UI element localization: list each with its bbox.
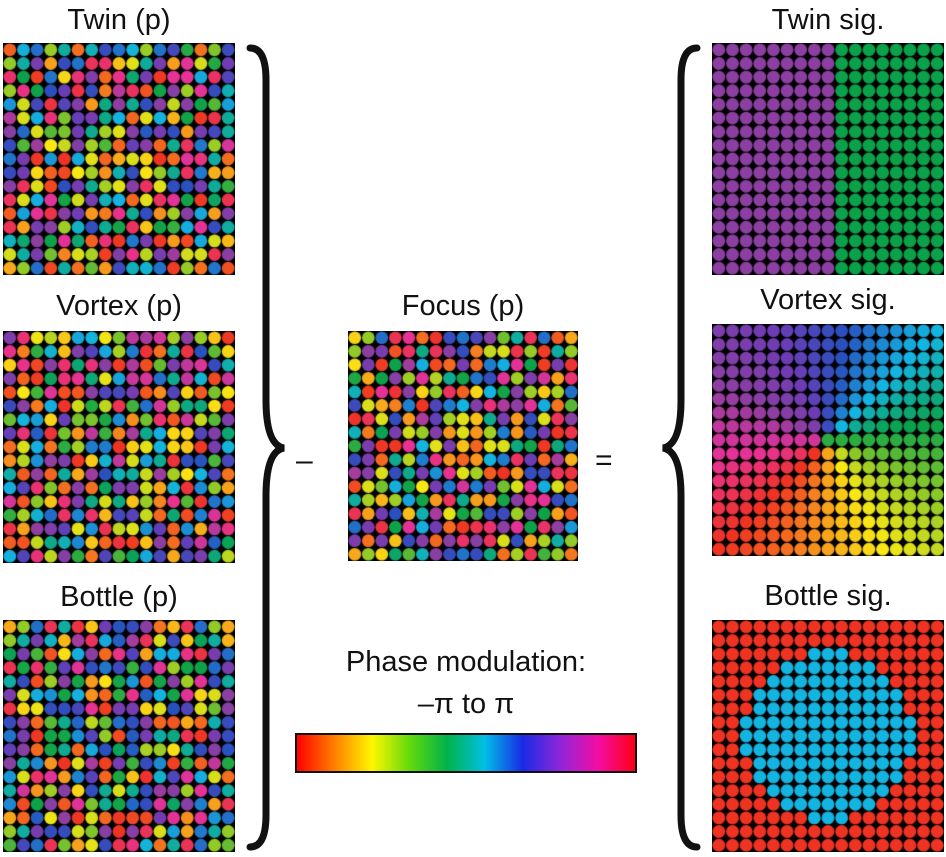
colorbar-range: –π to π [417,688,515,720]
label-vortex-sig: Vortex sig. [760,284,896,316]
colorbar-title: Phase modulation: [345,646,587,678]
equals-operator: = [595,444,613,477]
left-brace [246,44,286,851]
panel-vortex-sig [712,324,944,556]
panel-focus-p [348,331,578,561]
label-bottle-p: Bottle (p) [60,581,178,613]
panel-vortex-p [3,331,235,563]
label-focus-p: Focus (p) [401,290,525,322]
label-twin-sig: Twin sig. [771,4,885,36]
phase-colorbar [295,733,637,773]
label-vortex-p: Vortex (p) [56,290,182,322]
panel-bottle-p [3,620,235,852]
panel-twin-p [3,43,235,275]
label-twin-p: Twin (p) [67,4,171,36]
minus-operator: – [296,444,313,477]
panel-bottle-sig [712,620,944,852]
panel-twin-sig [712,43,944,275]
label-bottle-sig: Bottle sig. [764,580,892,612]
right-brace [661,44,701,851]
